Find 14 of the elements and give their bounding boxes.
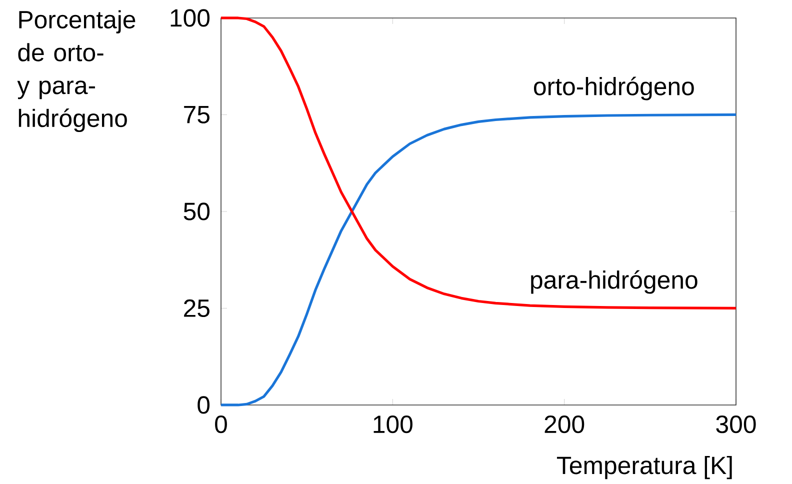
line-series	[220, 16, 738, 310]
y-tick-label: 25	[184, 299, 210, 318]
x-tick-label: 300	[716, 415, 756, 434]
x-axis-title: Temperatura [K]	[556, 456, 732, 480]
x-tick-label: 200	[544, 415, 584, 434]
y-tick-label: 75	[184, 106, 210, 124]
y-tick-label: 0	[198, 396, 210, 414]
series-label: para-hidrógeno	[531, 270, 698, 294]
x-tick-label: 100	[374, 415, 412, 434]
y-axis-title: Porcentaje de orto- y para-hidrógeno	[17, 10, 136, 132]
x-tick-label: 0	[215, 415, 227, 434]
series-label: orto-hidrógeno	[534, 76, 694, 100]
y-tick-label: 100	[170, 9, 210, 27]
y-tick-label: 50	[184, 202, 210, 220]
